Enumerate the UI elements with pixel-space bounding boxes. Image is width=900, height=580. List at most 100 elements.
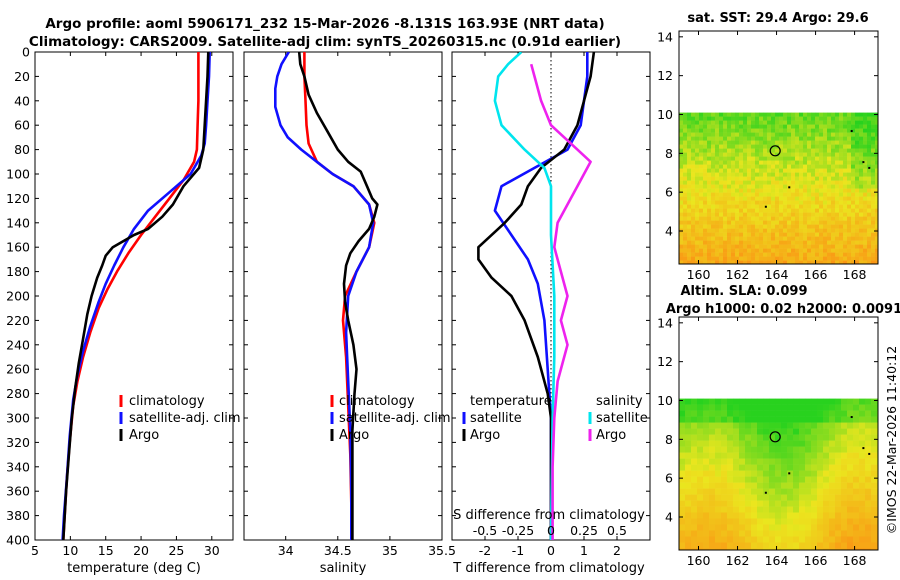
sst-map-cell bbox=[735, 152, 740, 157]
sla-map-xtick-label: 162 bbox=[726, 553, 750, 568]
sla-map-cell bbox=[733, 512, 740, 519]
sla-map-cell bbox=[865, 470, 872, 477]
sla-map-cell bbox=[799, 440, 806, 447]
sst-map-cell bbox=[683, 164, 688, 169]
sst-map-cell bbox=[819, 216, 824, 221]
sst-map-cell bbox=[787, 136, 792, 141]
sst-map-cell bbox=[851, 160, 856, 165]
sla-map-cell bbox=[859, 512, 866, 519]
sla-map-cell bbox=[775, 548, 782, 551]
sla-map-cell bbox=[703, 536, 710, 543]
sst-map-cell bbox=[779, 184, 784, 189]
sst-map-cell bbox=[807, 112, 812, 117]
sst-map-cell bbox=[703, 176, 708, 181]
sst-map-cell bbox=[695, 132, 700, 137]
sla-map-cell bbox=[739, 464, 746, 471]
sla-map-cell bbox=[781, 446, 788, 453]
sst-map-cell bbox=[803, 232, 808, 237]
sst-map-cell bbox=[763, 136, 768, 141]
sst-map-cell bbox=[811, 184, 816, 189]
sla-map-cell bbox=[697, 422, 704, 429]
sst-map-cell bbox=[819, 172, 824, 177]
sla-map-cell bbox=[757, 524, 764, 531]
sst-map-cell bbox=[687, 188, 692, 193]
sst-map-cell bbox=[827, 156, 832, 161]
sst-map-cell bbox=[699, 172, 704, 177]
sla-map-cell bbox=[853, 452, 860, 459]
difference-panel: -2 -1 0 1 2 T difference from climatology S … bbox=[451, 51, 651, 576]
sst-map-cell bbox=[751, 128, 756, 133]
sla-map-cell bbox=[757, 518, 764, 525]
sla-map-cell bbox=[841, 530, 848, 537]
sst-map-cell bbox=[799, 212, 804, 217]
sst-map-cell bbox=[811, 136, 816, 141]
sst-map-island bbox=[788, 186, 791, 189]
sst-map-cell bbox=[763, 240, 768, 245]
sla-map-cell bbox=[709, 452, 716, 459]
sla-map-cell bbox=[841, 398, 848, 405]
sla-map-cell bbox=[799, 416, 806, 423]
sst-map-cell bbox=[823, 192, 828, 197]
sst-map-cell bbox=[767, 148, 772, 153]
sst-map-cell bbox=[867, 248, 872, 253]
sst-map-cell bbox=[803, 132, 808, 137]
sla-map-cell bbox=[703, 500, 710, 507]
sst-map-cell bbox=[727, 136, 732, 141]
sst-map-cell bbox=[779, 168, 784, 173]
sla-map-cell bbox=[715, 446, 722, 453]
sla-map-cell bbox=[805, 452, 812, 459]
sst-map-cell bbox=[795, 196, 800, 201]
sst-map-cell bbox=[855, 192, 860, 197]
sst-map-cell bbox=[827, 120, 832, 125]
sst-map-cell bbox=[743, 176, 748, 181]
sst-map-cell bbox=[787, 176, 792, 181]
sst-map-cell bbox=[811, 188, 816, 193]
sst-map-cell bbox=[871, 200, 876, 205]
sla-map-cell bbox=[739, 548, 746, 551]
imos-credit: ©IMOS 22-Mar-2026 11:40:12 bbox=[884, 346, 899, 534]
sla-map-cell bbox=[805, 470, 812, 477]
sla-map-cell bbox=[745, 542, 752, 549]
sst-map-cell bbox=[799, 188, 804, 193]
sst-map-cell bbox=[683, 120, 688, 125]
depth-tick-label: 100 bbox=[6, 167, 30, 182]
sst-map-cell bbox=[859, 168, 864, 173]
sla-map-cell bbox=[865, 524, 872, 531]
sst-map-cell bbox=[679, 160, 684, 165]
sst-map-cell bbox=[815, 176, 820, 181]
sst-map-cell bbox=[703, 200, 708, 205]
sst-map-cell bbox=[695, 224, 700, 229]
sst-map-cell bbox=[719, 248, 724, 253]
sst-map-cell bbox=[755, 196, 760, 201]
sst-map-cell bbox=[819, 212, 824, 217]
sla-map-cell bbox=[775, 428, 782, 435]
sst-map-cell bbox=[707, 232, 712, 237]
sst-map-cell bbox=[823, 252, 828, 257]
sst-map-cell bbox=[855, 132, 860, 137]
sst-map-cell bbox=[783, 156, 788, 161]
sst-map-cell bbox=[755, 164, 760, 169]
sla-map-cell bbox=[679, 464, 686, 471]
sla-map-cell bbox=[745, 458, 752, 465]
sst-map-cell bbox=[847, 204, 852, 209]
sla-map-cell bbox=[793, 464, 800, 471]
sla-map-cell bbox=[733, 482, 740, 489]
sla-map-cell bbox=[691, 530, 698, 537]
sst-map-cell bbox=[851, 140, 856, 145]
sla-map-cell bbox=[769, 452, 776, 459]
temperature-xtick-label: 5 bbox=[31, 543, 39, 558]
sst-map-cell bbox=[799, 120, 804, 125]
sla-map-cell bbox=[739, 428, 746, 435]
sst-map-cell bbox=[787, 232, 792, 237]
sst-map-cell bbox=[875, 260, 879, 265]
sst-map-cell bbox=[703, 192, 708, 197]
sla-map-cell bbox=[835, 398, 842, 405]
sla-map-cell bbox=[841, 452, 848, 459]
sla-map-cell bbox=[847, 404, 854, 411]
sla-map-cell bbox=[709, 506, 716, 513]
sst-map-cell bbox=[743, 188, 748, 193]
sst-map-cell bbox=[707, 116, 712, 121]
sst-map-cell bbox=[779, 156, 784, 161]
sla-map-cell bbox=[817, 548, 824, 551]
sla-map-cell bbox=[679, 428, 686, 435]
